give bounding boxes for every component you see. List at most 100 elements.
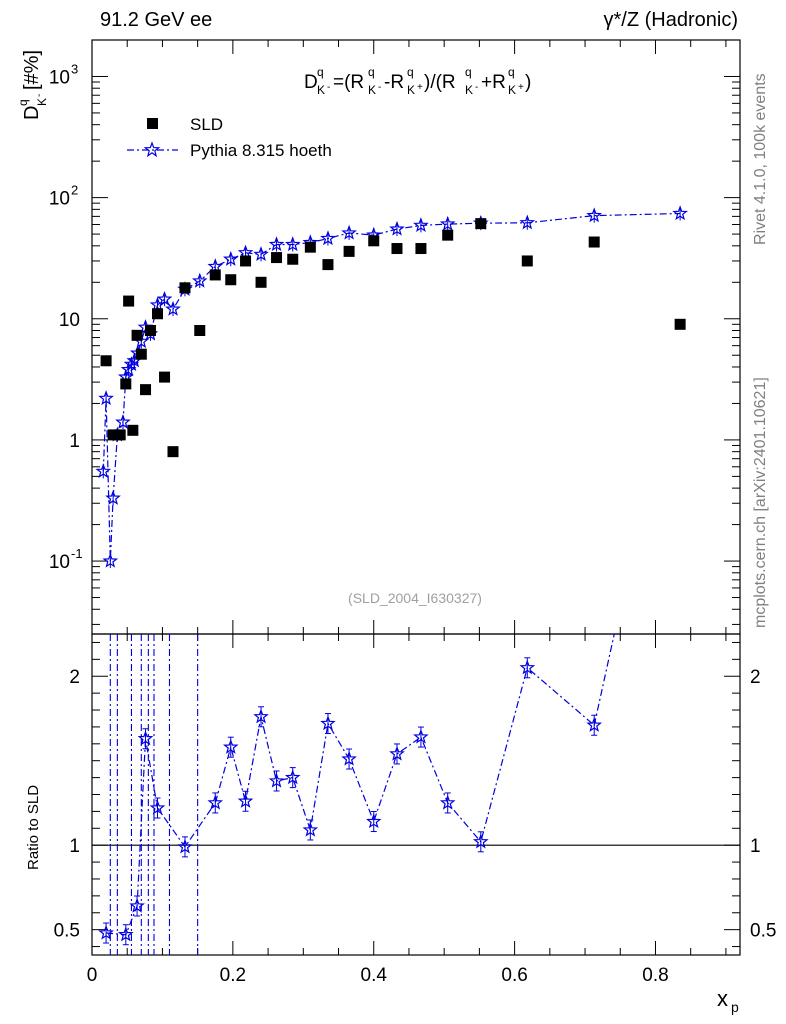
svg-text:10: 10: [59, 310, 80, 331]
sld-point: [240, 255, 252, 267]
legend-pythia-marker: [143, 141, 161, 158]
pythia-point: [191, 272, 208, 288]
pythia-point: [102, 552, 119, 568]
ratio-point: [117, 926, 134, 942]
ratio-y-tick-label-right: 2: [750, 667, 761, 688]
pythia-point: [341, 224, 357, 240]
sld-point: [255, 276, 267, 288]
sld-point: [391, 243, 403, 255]
ratio-series: [98, 634, 615, 955]
svg-text:3: 3: [71, 61, 78, 76]
ratio-line: [106, 666, 595, 936]
ratio-line-continuation: [593, 634, 615, 726]
legend-sld-label: SLD: [190, 115, 223, 134]
sld-point: [144, 325, 156, 337]
x-tick-label: 0.2: [220, 965, 246, 986]
svg-text:K: K: [35, 98, 49, 106]
ratio-y-axis-label: Ratio to SLD: [25, 785, 42, 870]
ratio-point: [302, 821, 319, 837]
x-tick-label: 0.8: [642, 965, 668, 986]
mcplots-source-label: mcplots.cern.ch [arXiv:2401.10621]: [752, 377, 769, 628]
svg-text:1: 1: [69, 431, 80, 452]
ratio-point: [149, 799, 166, 815]
header-process-label: γ*/Z (Hadronic): [604, 9, 738, 31]
svg-text:q: q: [465, 65, 472, 79]
ratio-point: [413, 728, 429, 744]
svg-text:K: K: [508, 83, 516, 97]
sld-point: [152, 308, 164, 320]
ratio-point: [207, 794, 223, 810]
pythia-point: [156, 291, 173, 306]
sld-point: [271, 252, 283, 264]
ratio-y-tick-label-right: 0.5: [750, 921, 776, 942]
svg-text:q: q: [16, 99, 30, 106]
svg-text:K: K: [407, 83, 415, 97]
x-tick-label: 0.6: [501, 965, 527, 986]
main-formula-title: D q K - =(R q K - -R q K + )/(R q K - +R…: [304, 65, 531, 97]
pythia-point: [672, 205, 688, 221]
sld-point: [415, 243, 427, 255]
svg-text:-: -: [475, 82, 478, 93]
ratio-point: [268, 772, 285, 788]
svg-text:10: 10: [49, 189, 70, 210]
svg-text:p: p: [731, 999, 739, 1015]
svg-text:[#%]: [#%]: [21, 50, 43, 90]
svg-text:-: -: [378, 82, 381, 93]
analysis-id-label: (SLD_2004_I630327): [348, 590, 482, 606]
pythia-point: [586, 207, 603, 223]
svg-text:-: -: [34, 94, 45, 97]
svg-text:10: 10: [49, 552, 70, 573]
ratio-frame: [91, 633, 741, 956]
pythia-point: [268, 236, 285, 252]
ratio-point: [237, 793, 254, 808]
sld-point: [225, 274, 237, 286]
ratio-point: [129, 897, 145, 913]
svg-text:-: -: [327, 82, 330, 93]
svg-text:+R: +R: [481, 72, 506, 93]
svg-text:D: D: [21, 106, 43, 120]
header-energy-label: 91.2 GeV ee: [100, 9, 212, 31]
legend-star-shape: [143, 141, 161, 158]
svg-text:+: +: [417, 82, 423, 93]
sld-point: [368, 235, 380, 247]
ratio-point: [284, 769, 301, 785]
sld-point: [120, 378, 132, 390]
ratio-point: [341, 750, 357, 766]
pythia-point: [389, 220, 405, 236]
svg-text:-R: -R: [384, 72, 404, 93]
sld-point: [123, 295, 135, 307]
ratio-point: [253, 708, 269, 724]
sld-point: [140, 384, 152, 396]
svg-text:2: 2: [71, 183, 78, 198]
ratio-point: [137, 730, 154, 746]
svg-text:)/(R: )/(R: [424, 72, 456, 93]
svg-text:K: K: [368, 83, 376, 97]
sld-point: [127, 424, 139, 436]
sld-point: [475, 218, 487, 230]
svg-text:q: q: [368, 65, 375, 79]
main-y-tick-label: 10 -1: [49, 546, 83, 573]
pythia-point: [95, 463, 112, 478]
main-y-tick-label: 10 3: [49, 61, 78, 88]
pythia-point: [253, 246, 269, 261]
sld-point: [131, 329, 143, 341]
pythia-point: [105, 489, 121, 505]
pythia-point: [320, 230, 336, 246]
sld-point: [322, 259, 334, 271]
main-y-tick-label: 10 2: [49, 183, 78, 210]
sld-point: [343, 245, 355, 257]
sld-point: [107, 429, 119, 441]
sld-point: [442, 229, 454, 241]
sld-point: [209, 269, 221, 281]
sld-point: [179, 282, 191, 294]
svg-text:q: q: [407, 65, 414, 79]
x-tick-label: 0: [87, 965, 98, 986]
pythia-point: [207, 258, 223, 274]
pythia-point: [222, 250, 239, 266]
sld-point: [674, 318, 686, 330]
ratio-point: [439, 794, 456, 810]
svg-text:10: 10: [49, 67, 70, 88]
main-y-tick-label: 10: [59, 310, 80, 331]
x-axis-label: x p: [717, 986, 739, 1015]
